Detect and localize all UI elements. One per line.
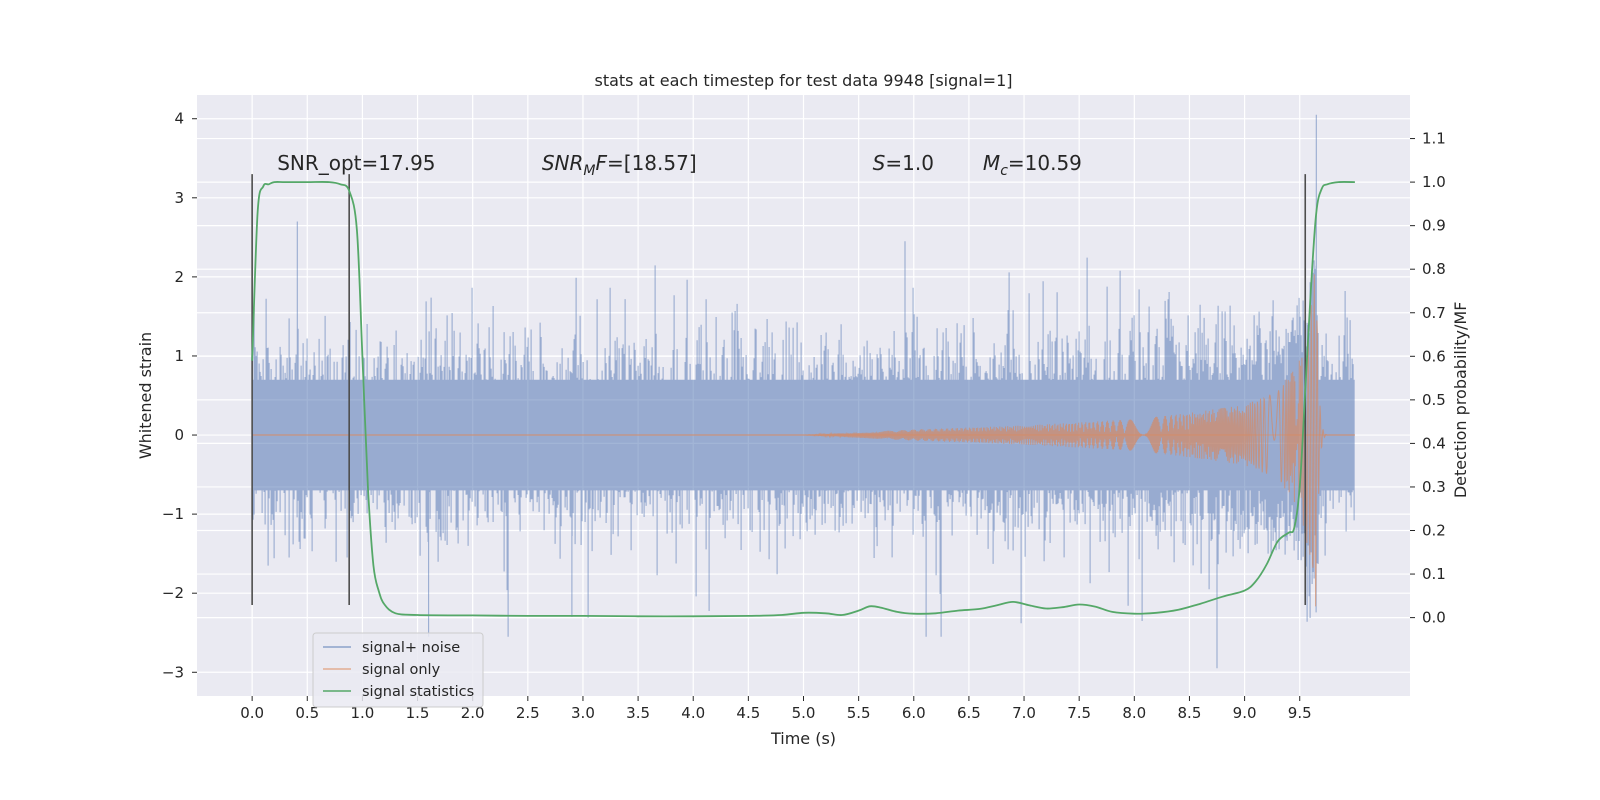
x-tick-label: 7.0 [1012, 704, 1036, 722]
y2-axis-ticks: 0.0 0.1 0.2 0.3 0.4 0.5 0.6 0.7 0.8 0.9 1.0 1.1 [1410, 130, 1446, 627]
x-axis-ticks: 0.0 0.5 1.0 1.5 2.0 2.5 3.0 3.5 4.0 4.5 5.0 5.5 6.0 6… [240, 696, 1312, 722]
annotation-text: S=1.0 [873, 151, 934, 175]
x-tick-label: 5.0 [792, 704, 816, 722]
x-axis-label: Time (s) [770, 729, 836, 748]
y2-tick-label: 0.2 [1422, 522, 1446, 540]
x-tick-label: 4.0 [681, 704, 705, 722]
x-tick-label: 0.5 [295, 704, 319, 722]
y2-tick-label: 1.0 [1422, 173, 1446, 191]
x-tick-label: 4.5 [736, 704, 760, 722]
x-tick-label: 8.0 [1122, 704, 1146, 722]
x-tick-label: 7.5 [1067, 704, 1091, 722]
y2-tick-label: 0.7 [1422, 304, 1446, 322]
x-tick-label: 6.0 [902, 704, 926, 722]
x-tick-label: 1.0 [350, 704, 374, 722]
chart-title: stats at each timestep for test data 994… [594, 71, 1012, 90]
y-tick-label: −3 [162, 663, 184, 681]
y2-tick-label: 0.6 [1422, 347, 1446, 365]
legend-box [312, 632, 484, 708]
annotation-text: SNR_opt=17.95 [277, 151, 435, 175]
x-tick-label: 1.5 [406, 704, 430, 722]
legend-label-signal-noise: signal+ noise [362, 640, 460, 656]
x-tick-label: 3.5 [626, 704, 650, 722]
x-tick-label: 5.5 [847, 704, 871, 722]
x-tick-label: 2.5 [516, 704, 540, 722]
annotation-text: Mc=10.59 [983, 151, 1082, 179]
series-signal-statistics [251, 181, 1355, 618]
y2-tick-label: 0.8 [1422, 260, 1446, 278]
x-tick-label: 9.0 [1233, 704, 1257, 722]
x-tick-label: 0.0 [240, 704, 264, 722]
y2-tick-label: 1.1 [1422, 130, 1446, 148]
y2-tick-label: 0.3 [1422, 478, 1446, 496]
y-tick-label: 2 [174, 268, 184, 286]
y-tick-label: 0 [174, 426, 184, 444]
y-tick-label: −2 [162, 584, 184, 602]
annotation-text: SNRMF=[18.57] [542, 151, 697, 179]
y2-tick-label: 0.4 [1422, 434, 1446, 452]
y2-tick-label: 0.5 [1422, 391, 1446, 409]
legend: signal+ noise signal only signal statist… [312, 632, 484, 708]
legend-label-signal-only: signal only [362, 662, 441, 678]
annotations: SNR_opt=17.95 SNRMF=[18.57] S=1.0 Mc=10.59 [277, 151, 1082, 179]
x-tick-label: 9.5 [1288, 704, 1312, 722]
x-tick-label: 8.5 [1178, 704, 1202, 722]
series-signal-only [252, 274, 1355, 607]
y2-tick-label: 0.0 [1422, 609, 1446, 627]
y-axis-label: Whitened strain [136, 332, 155, 459]
y2-tick-label: 0.9 [1422, 217, 1446, 235]
y-tick-label: 1 [174, 347, 184, 365]
legend-label-signal-statistics: signal statistics [362, 684, 474, 700]
signal-statistics-trace [251, 181, 1355, 618]
y-axis-ticks: −3 −2 −1 0 1 2 3 4 [162, 110, 197, 681]
x-tick-label: 3.0 [571, 704, 595, 722]
y-tick-label: −1 [162, 505, 184, 523]
x-tick-label: 2.0 [461, 704, 485, 722]
y2-tick-label: 0.1 [1422, 565, 1446, 583]
x-tick-label: 6.5 [957, 704, 981, 722]
y2-axis-label: Detection probability/MF [1451, 302, 1470, 499]
y-tick-label: 3 [174, 189, 184, 207]
y-tick-label: 4 [174, 110, 184, 128]
plot-area [251, 114, 1355, 669]
